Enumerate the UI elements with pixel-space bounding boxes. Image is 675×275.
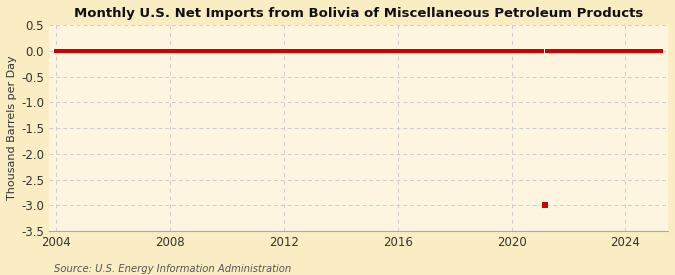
- Title: Monthly U.S. Net Imports from Bolivia of Miscellaneous Petroleum Products: Monthly U.S. Net Imports from Bolivia of…: [74, 7, 643, 20]
- Y-axis label: Thousand Barrels per Day: Thousand Barrels per Day: [7, 56, 17, 200]
- Text: Source: U.S. Energy Information Administration: Source: U.S. Energy Information Administ…: [54, 264, 291, 274]
